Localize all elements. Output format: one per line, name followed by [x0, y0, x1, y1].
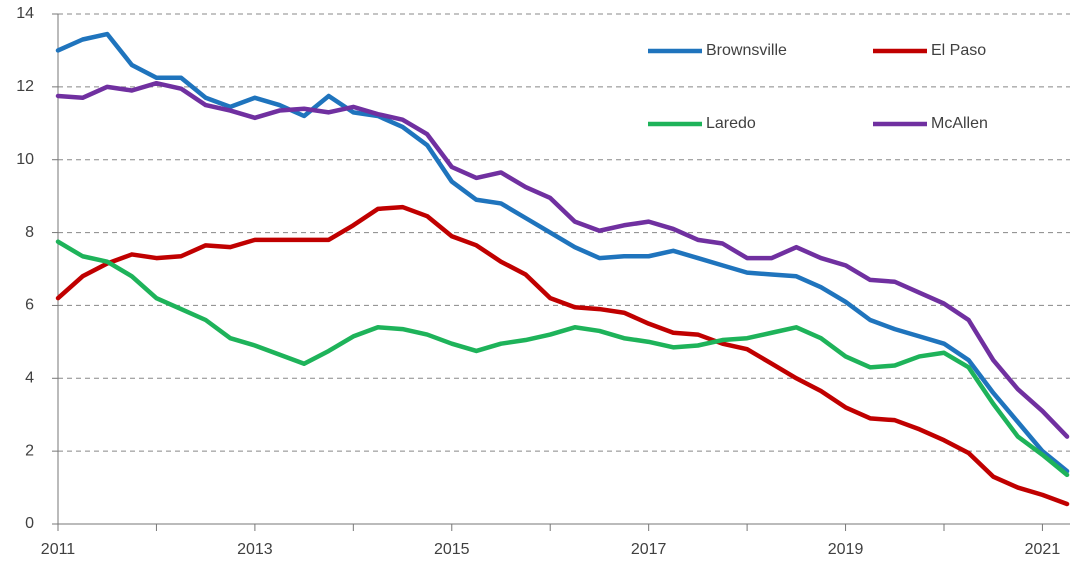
- x-tick-label: 2019: [828, 541, 864, 558]
- x-tick-label: 2015: [434, 541, 470, 558]
- y-tick-label: 10: [16, 151, 34, 168]
- y-tick-label: 6: [25, 297, 34, 314]
- x-tick-label: 2021: [1025, 541, 1061, 558]
- y-tick-label: 14: [16, 5, 34, 22]
- x-tick-label: 2011: [41, 541, 76, 558]
- y-tick-label: 8: [25, 224, 34, 241]
- legend-label: El Paso: [931, 42, 986, 59]
- x-tick-label: 2013: [237, 541, 273, 558]
- data-line: [55, 239, 1070, 478]
- legend-label: Brownsville: [706, 42, 787, 59]
- data-line: [55, 204, 1070, 507]
- x-tick-label: 2017: [631, 541, 667, 558]
- legend-label: Laredo: [706, 115, 756, 132]
- data-line: [55, 80, 1070, 439]
- y-tick-label: 12: [16, 78, 34, 95]
- y-tick-label: 2: [25, 442, 34, 459]
- legend-label: McAllen: [931, 115, 988, 132]
- y-tick-label: 0: [25, 515, 34, 532]
- data-line: [55, 31, 1070, 474]
- y-tick-label: 4: [25, 370, 34, 387]
